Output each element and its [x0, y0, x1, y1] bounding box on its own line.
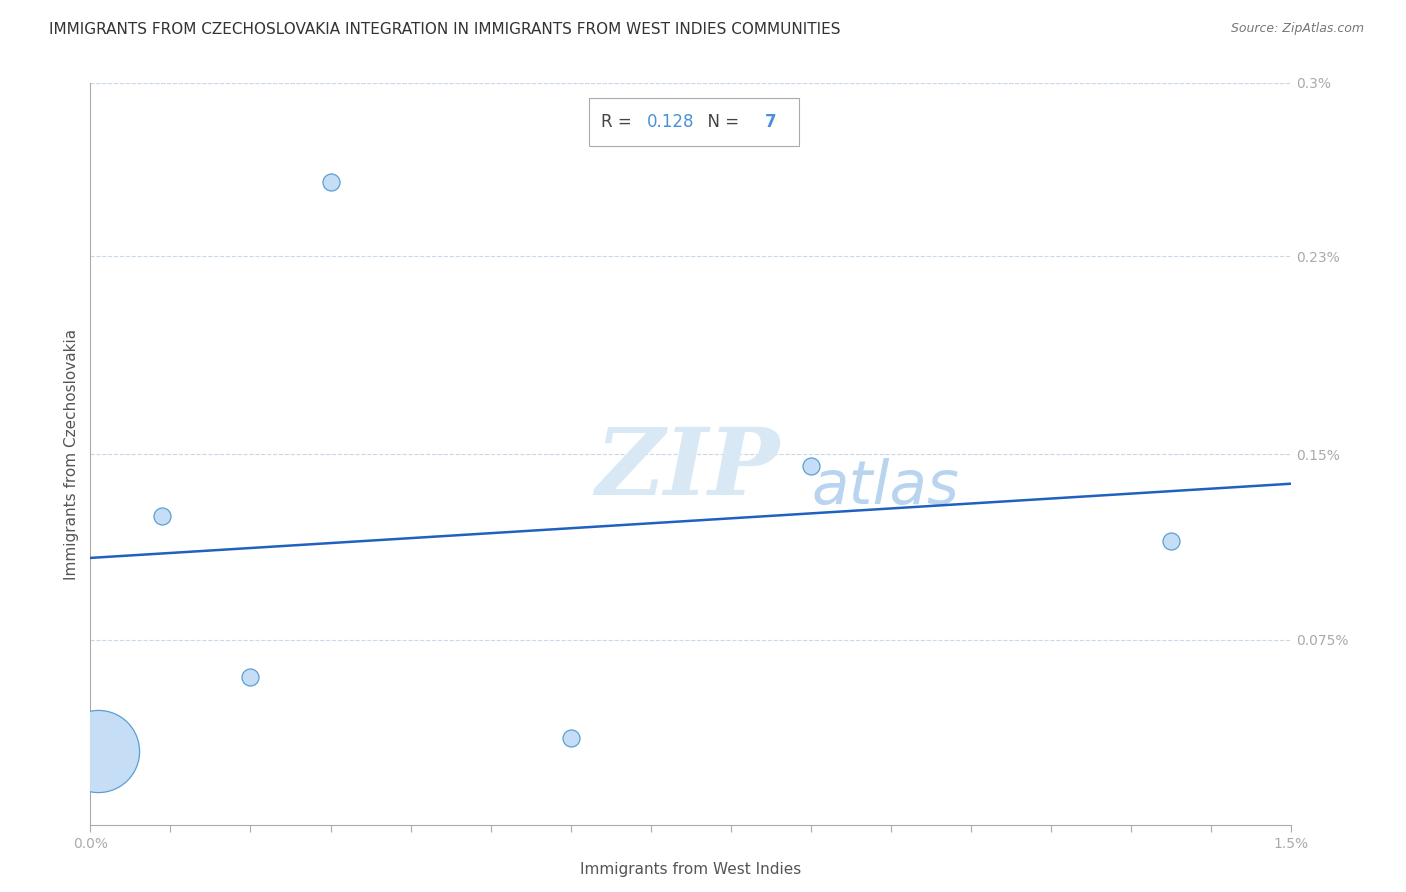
Point [800, 459, 823, 474]
Text: ZIP: ZIP [595, 424, 779, 514]
FancyBboxPatch shape [589, 98, 799, 146]
Point [87, 744, 110, 758]
Point [1160, 533, 1182, 548]
Text: R =: R = [600, 113, 637, 131]
Y-axis label: Immigrants from Czechoslovakia: Immigrants from Czechoslovakia [65, 328, 79, 580]
Text: atlas: atlas [811, 458, 959, 516]
X-axis label: Immigrants from West Indies: Immigrants from West Indies [581, 862, 801, 877]
Point [150, 508, 173, 523]
Point [560, 731, 582, 746]
Text: 7: 7 [765, 113, 778, 131]
Point [319, 175, 342, 189]
Text: 0.128: 0.128 [647, 113, 695, 131]
Point [239, 670, 262, 684]
Text: Source: ZipAtlas.com: Source: ZipAtlas.com [1230, 22, 1364, 36]
Text: N =: N = [697, 113, 744, 131]
Text: IMMIGRANTS FROM CZECHOSLOVAKIA INTEGRATION IN IMMIGRANTS FROM WEST INDIES COMMUN: IMMIGRANTS FROM CZECHOSLOVAKIA INTEGRATI… [49, 22, 841, 37]
